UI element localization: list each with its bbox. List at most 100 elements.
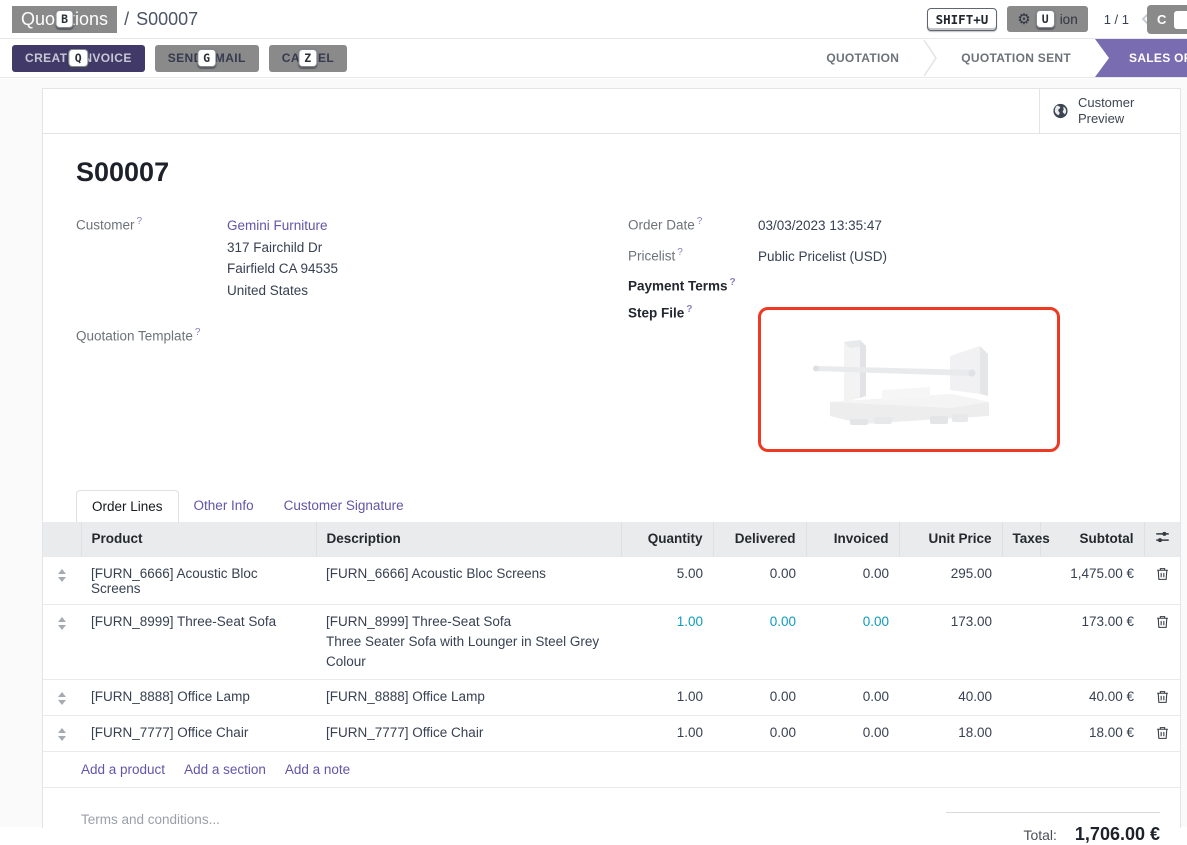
trash-icon: [1156, 567, 1169, 581]
delete-row-button[interactable]: [1144, 680, 1180, 716]
cell-quantity[interactable]: 1.00: [621, 605, 713, 680]
cell-product[interactable]: [FURN_6666] Acoustic Bloc Screens: [81, 557, 316, 605]
tab-order-lines[interactable]: Order Lines: [76, 490, 179, 522]
create-invoice-button[interactable]: CREATE INVOICE Q: [12, 45, 145, 72]
cell-invoiced[interactable]: 0.00: [806, 605, 899, 680]
delete-row-button[interactable]: [1144, 716, 1180, 752]
total-box: Total: 1,706.00 €: [946, 812, 1160, 845]
cell-delivered[interactable]: 0.00: [713, 680, 806, 716]
cell-unit-price[interactable]: 295.00: [899, 557, 1002, 605]
cell-invoiced[interactable]: 0.00: [806, 680, 899, 716]
pricelist-field-value[interactable]: Public Pricelist (USD): [758, 246, 887, 268]
cell-description[interactable]: [FURN_6666] Acoustic Bloc Screens: [316, 557, 621, 605]
add-line-row: Add a product Add a section Add a note: [43, 751, 1180, 788]
drag-handle-icon[interactable]: [53, 569, 71, 582]
order-date-field-label: Order Date?: [628, 215, 758, 237]
cell-product[interactable]: [FURN_8888] Office Lamp: [81, 680, 316, 716]
cell-invoiced[interactable]: 0.00: [806, 716, 899, 752]
order-date-field-value[interactable]: 03/03/2023 13:35:47: [758, 215, 882, 237]
hotkey-badge-z: Z: [298, 49, 317, 67]
status-step-quotation[interactable]: QUOTATION: [802, 39, 923, 77]
cell-subtotal: 40.00 €: [1040, 680, 1144, 716]
breadcrumb-record: S00007: [136, 9, 198, 30]
cell-delivered[interactable]: 0.00: [713, 557, 806, 605]
action-menu-label: ion: [1060, 12, 1078, 27]
status-step-sales-order[interactable]: SALES ORDER: [1095, 39, 1187, 77]
quotation-template-field-label: Quotation Template?: [76, 326, 227, 344]
cell-taxes[interactable]: [1002, 716, 1040, 752]
drag-handle-icon[interactable]: [53, 617, 71, 630]
step-file-3d-preview[interactable]: [758, 307, 1060, 452]
cell-description[interactable]: [FURN_8999] Three-Seat Sofa Three Seater…: [316, 605, 621, 680]
pager-counter: 1 / 1: [1104, 12, 1129, 27]
cell-taxes[interactable]: [1002, 605, 1040, 680]
edge-cropped-button-label: C: [1157, 12, 1166, 27]
edge-cropped-button[interactable]: C: [1147, 5, 1187, 34]
handle-column-header: [43, 522, 81, 557]
total-value: 1,706.00 €: [1075, 824, 1160, 845]
shortcut-hint-shift-u: SHIFT+U: [927, 8, 998, 31]
customer-preview-button[interactable]: Customer Preview: [1039, 89, 1180, 133]
help-icon: ?: [195, 327, 201, 338]
customer-link[interactable]: Gemini Furniture: [227, 218, 328, 233]
cell-taxes[interactable]: [1002, 680, 1040, 716]
column-header-quantity[interactable]: Quantity: [621, 522, 713, 557]
customer-address-line: Fairfield CA 94535: [227, 258, 338, 280]
hotkey-badge-u: U: [1036, 10, 1055, 28]
cell-description[interactable]: [FURN_8888] Office Lamp: [316, 680, 621, 716]
cell-subtotal: 18.00 €: [1040, 716, 1144, 752]
cell-taxes[interactable]: [1002, 557, 1040, 605]
globe-icon: [1052, 101, 1069, 121]
help-icon: ?: [137, 216, 143, 227]
hotkey-badge-q: Q: [69, 49, 88, 67]
statusbar: QUOTATION QUOTATION SENT SALES ORDER: [802, 39, 1187, 77]
tab-other-info[interactable]: Other Info: [179, 490, 269, 522]
add-a-product-link[interactable]: Add a product: [81, 762, 165, 777]
button-box: Customer Preview: [43, 89, 1180, 134]
cell-delivered[interactable]: 0.00: [713, 605, 806, 680]
cell-unit-price[interactable]: 173.00: [899, 605, 1002, 680]
add-a-note-link[interactable]: Add a note: [285, 762, 350, 777]
3d-model-image: [802, 324, 1017, 434]
table-header-row: Product Description Quantity Delivered I…: [43, 522, 1180, 557]
delete-row-button[interactable]: [1144, 557, 1180, 605]
column-header-product[interactable]: Product: [81, 522, 316, 557]
cell-quantity[interactable]: 5.00: [621, 557, 713, 605]
tab-customer-signature[interactable]: Customer Signature: [269, 490, 419, 522]
cell-unit-price[interactable]: 18.00: [899, 716, 1002, 752]
cell-product[interactable]: [FURN_8999] Three-Seat Sofa: [81, 605, 316, 680]
table-row[interactable]: [FURN_7777] Office Chair [FURN_7777] Off…: [43, 716, 1180, 752]
action-menu-button[interactable]: ⚙ U ion: [1007, 6, 1087, 32]
breadcrumb-quotations[interactable]: Quotations B: [12, 6, 117, 33]
sheet-footer: Terms and conditions... Total: 1,706.00 …: [43, 788, 1180, 845]
drag-handle-icon[interactable]: [53, 728, 71, 741]
cell-description[interactable]: [FURN_7777] Office Chair: [316, 716, 621, 752]
total-label: Total:: [1023, 827, 1056, 843]
column-header-taxes[interactable]: Taxes: [1002, 522, 1040, 557]
status-step-quotation-sent[interactable]: QUOTATION SENT: [937, 39, 1095, 77]
drag-handle-icon[interactable]: [53, 692, 71, 705]
column-header-unit-price[interactable]: Unit Price: [899, 522, 1002, 557]
column-header-delivered[interactable]: Delivered: [713, 522, 806, 557]
delete-row-button[interactable]: [1144, 605, 1180, 680]
cell-quantity[interactable]: 1.00: [621, 680, 713, 716]
cell-invoiced[interactable]: 0.00: [806, 557, 899, 605]
add-a-section-link[interactable]: Add a section: [184, 762, 266, 777]
column-header-description[interactable]: Description: [316, 522, 621, 557]
table-row[interactable]: [FURN_8999] Three-Seat Sofa [FURN_8999] …: [43, 605, 1180, 680]
cell-subtotal: 173.00 €: [1040, 605, 1144, 680]
cancel-button[interactable]: CANCEL Z: [269, 45, 347, 72]
terms-and-conditions-field[interactable]: Terms and conditions...: [81, 812, 220, 845]
column-header-subtotal[interactable]: Subtotal: [1040, 522, 1144, 557]
cell-product[interactable]: [FURN_7777] Office Chair: [81, 716, 316, 752]
cell-quantity[interactable]: 1.00: [621, 716, 713, 752]
cell-delivered[interactable]: 0.00: [713, 716, 806, 752]
table-row[interactable]: [FURN_6666] Acoustic Bloc Screens [FURN_…: [43, 557, 1180, 605]
trash-icon: [1156, 690, 1169, 704]
cell-unit-price[interactable]: 40.00: [899, 680, 1002, 716]
table-row[interactable]: [FURN_8888] Office Lamp [FURN_8888] Offi…: [43, 680, 1180, 716]
optional-columns-icon[interactable]: [1144, 522, 1180, 557]
breadcrumb-separator: /: [124, 9, 129, 30]
column-header-invoiced[interactable]: Invoiced: [806, 522, 899, 557]
send-email-button[interactable]: SEND EMAIL G: [155, 45, 259, 72]
